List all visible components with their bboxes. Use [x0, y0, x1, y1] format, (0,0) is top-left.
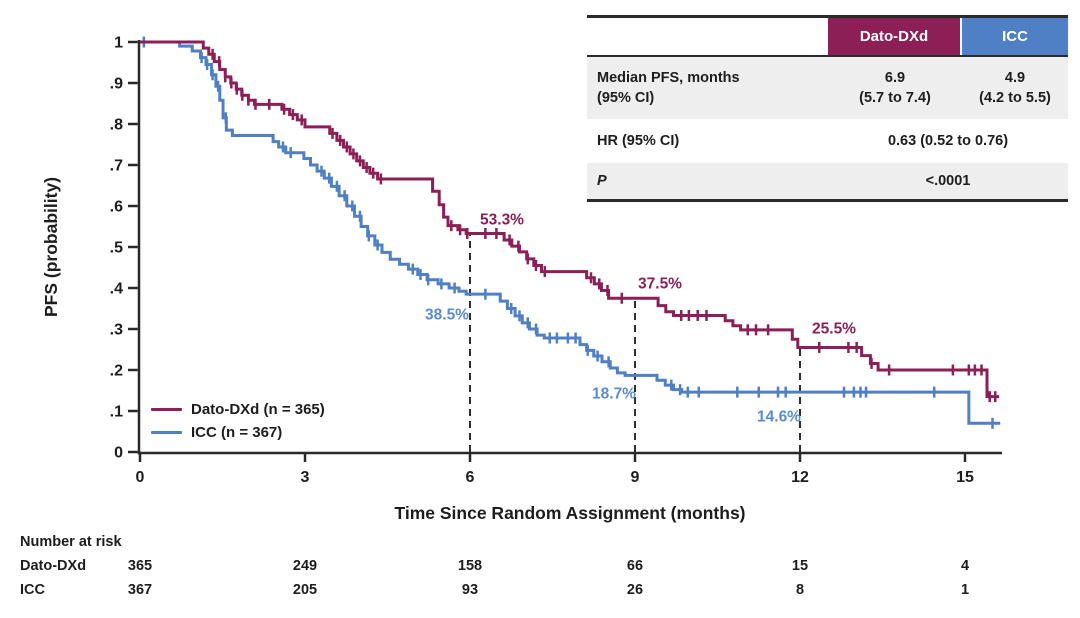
- stats-summary-table: Dato-DXd ICC Median PFS, months (95% CI)…: [587, 15, 1068, 202]
- risk-value: 158: [457, 558, 483, 574]
- y-tick-label: .2: [110, 363, 123, 380]
- legend-label-dato-dxd: Dato-DXd (n = 365): [191, 401, 325, 418]
- risk-value: 8: [795, 582, 805, 598]
- x-tick-label: 3: [301, 469, 310, 486]
- hazard-ratio-value: 0.63 (0.52 to 0.76): [887, 133, 1009, 149]
- median-icc-ci: (4.2 to 5.5): [979, 90, 1051, 106]
- median-pfs-icc-value: 4.9 (4.2 to 5.5): [962, 57, 1068, 119]
- y-tick-label: 0: [114, 445, 123, 462]
- p-value-row: P <.0001: [587, 161, 1068, 199]
- y-tick-label: .7: [110, 158, 123, 175]
- legend-item-icc: ICC (n = 367): [151, 421, 325, 444]
- x-tick-label: 15: [956, 469, 974, 486]
- legend-item-dato-dxd: Dato-DXd (n = 365): [151, 398, 325, 421]
- icc-line-swatch: [151, 430, 182, 435]
- x-tick-label: 9: [631, 469, 640, 486]
- y-tick-label: .8: [110, 117, 123, 134]
- hazard-ratio-row: HR (95% CI) 0.63 (0.52 to 0.76): [587, 119, 1068, 161]
- risk-value: 205: [292, 582, 318, 598]
- chart-legend: Dato-DXd (n = 365) ICC (n = 367): [151, 398, 325, 444]
- y-tick-label: 1: [114, 35, 123, 52]
- risk-value: 365: [127, 558, 153, 574]
- median-pfs-label-line2: (95% CI): [597, 90, 655, 106]
- y-tick-label: .1: [110, 404, 123, 421]
- median-pfs-label-line1: Median PFS, months: [597, 69, 740, 86]
- icc-curve: [140, 40, 1001, 425]
- annotation-14.6%: 14.6%: [757, 409, 801, 426]
- median-dato-value: 6.9: [884, 69, 906, 86]
- number-at-risk-title: Number at risk: [20, 534, 122, 550]
- risk-row-label-icc: ICC: [20, 582, 45, 598]
- y-tick-label: .5: [110, 240, 123, 257]
- median-dato-ci: (5.7 to 7.4): [859, 90, 931, 106]
- y-axis-title: PFS (probability): [41, 177, 61, 317]
- risk-value: 26: [626, 582, 644, 598]
- hazard-ratio-label: HR (95% CI): [597, 132, 680, 149]
- risk-value: 367: [127, 582, 153, 598]
- p-value: <.0001: [925, 173, 971, 189]
- dato-dxd-line-swatch: [151, 407, 182, 412]
- stats-header-empty-cell: [587, 18, 828, 55]
- median-pfs-dato-value: 6.9 (5.7 to 7.4): [828, 57, 962, 119]
- annotation-18.7%: 18.7%: [592, 386, 636, 403]
- x-tick-label: 6: [466, 469, 475, 486]
- risk-value: 249: [292, 558, 318, 574]
- y-tick-label: .6: [110, 199, 123, 216]
- annotation-25.5%: 25.5%: [812, 321, 856, 338]
- risk-row-label-dato-dxd: Dato-DXd: [20, 558, 87, 574]
- legend-label-icc: ICC (n = 367): [191, 424, 283, 441]
- risk-value: 1: [960, 582, 970, 598]
- stats-header-row: Dato-DXd ICC: [587, 18, 1068, 57]
- stats-header-dato-dxd: Dato-DXd: [828, 18, 962, 55]
- p-value-label: P: [597, 172, 607, 189]
- y-tick-label: .3: [110, 322, 123, 339]
- annotation-38.5%: 38.5%: [425, 307, 469, 324]
- risk-value: 93: [461, 582, 479, 598]
- x-tick-label: 0: [136, 469, 145, 486]
- annotation-53.3%: 53.3%: [480, 212, 524, 229]
- x-tick-label: 12: [791, 469, 809, 486]
- annotation-37.5%: 37.5%: [638, 276, 682, 293]
- risk-value: 15: [791, 558, 809, 574]
- risk-value: 66: [626, 558, 644, 574]
- risk-value: 4: [960, 558, 970, 574]
- y-tick-label: .9: [110, 76, 123, 93]
- y-tick-label: .4: [110, 281, 123, 298]
- median-icc-value: 4.9: [1004, 69, 1026, 86]
- median-pfs-label: Median PFS, months (95% CI): [587, 57, 828, 119]
- x-axis-title: Time Since Random Assignment (months): [394, 503, 745, 523]
- stats-header-icc: ICC: [962, 18, 1068, 55]
- median-pfs-row: Median PFS, months (95% CI) 6.9 (5.7 to …: [587, 57, 1068, 119]
